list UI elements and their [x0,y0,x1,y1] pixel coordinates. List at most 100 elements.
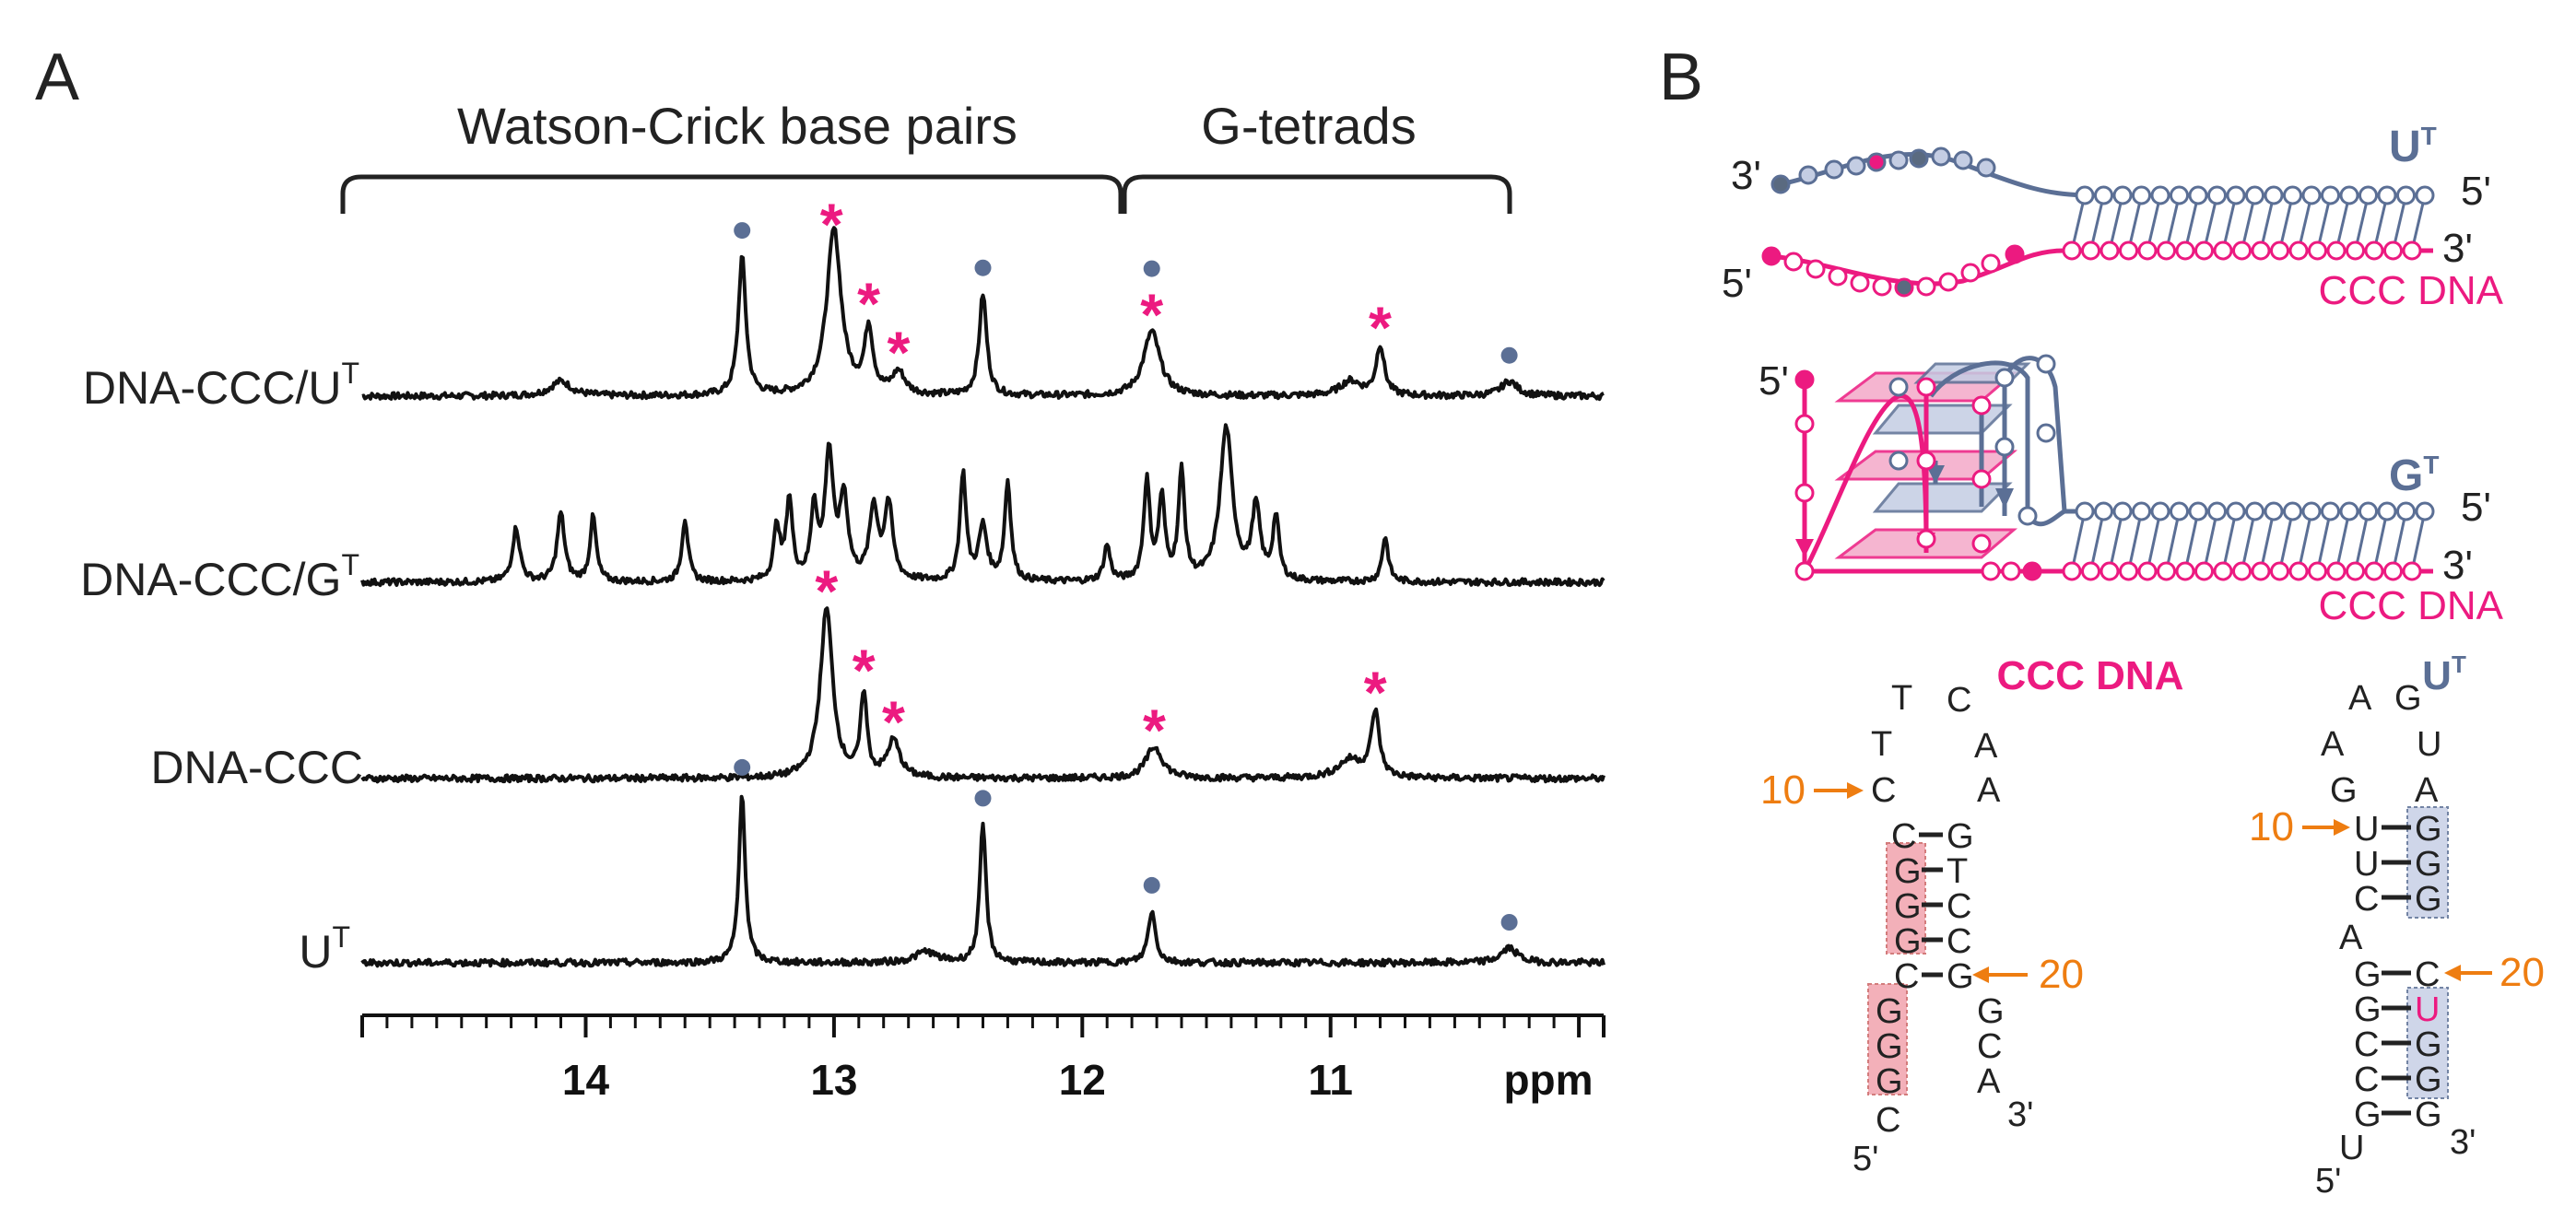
ccc-bead [2383,240,2403,261]
quadruplex-pink-bead [1971,533,1992,554]
mid-right-5prime: 5' [2461,485,2491,530]
ccc-bead [2081,561,2100,581]
peak-star-marker: * [857,271,880,337]
peak-dot-marker [734,758,751,776]
panel-b-label: B [1659,41,1703,114]
ut-bead [2339,185,2359,205]
ccc-bead [2157,561,2176,581]
top-duplex-structure: 3' 5' 5' 3' UT CCC DNA [1722,122,2504,313]
ut-bead [2245,185,2264,205]
ccc-bead [2270,561,2289,581]
duplex-rung [2354,510,2370,572]
ut-left-base: G [2354,955,2382,994]
gt-bead [2188,501,2208,521]
quadruplex-pink-bead [1916,377,1936,397]
ccc-right-base: C [1947,922,1971,961]
quadruplex-pink-bead [1794,483,1815,503]
ut-left-base: U [2354,845,2379,884]
ccc-bead [2137,240,2158,261]
ccc-bead [2175,240,2195,261]
peak-dot-marker [1143,876,1160,894]
peak-star-marker: * [882,688,905,755]
ut-tail-bead [1953,150,1973,170]
gt-bead [2245,501,2264,521]
duplex-rung [2335,510,2351,572]
ccc-bead [2137,561,2158,581]
quadruplex-structure: 5' 5' 3' GT CCC DNA [1759,354,2504,628]
trace-label-ccc: DNA-CCC [150,742,363,793]
ccc-bead [2308,561,2327,581]
ccc-marker-10: 10 [1760,767,1806,813]
duplex-rung [2183,510,2200,572]
ccc-tail-bead [1960,263,1981,283]
ccc-bead [2175,561,2195,581]
ut-hairpin-title: UT [2422,650,2466,698]
top-left-5prime: 5' [1722,261,1752,306]
trace-label-ccc-gt: DNA-CCC/GT [80,548,359,605]
ccc-right-base: C [1977,1027,2002,1066]
ut-right-base: G [2415,845,2442,884]
ut-bead [2283,185,2302,205]
peak-star-marker: * [1369,294,1392,360]
x-tick-label: 11 [1308,1056,1353,1104]
ccc-tail-bead [1916,276,1936,297]
duplex-rung [2127,510,2143,572]
quadruplex-pink-bead [1971,395,1992,416]
header-tetrads: G-tetrads [1201,97,1416,155]
duplex-rung [2108,510,2124,572]
ccc-bead [2251,561,2271,581]
ccc-bead [2119,561,2138,581]
wc-bracket [340,174,1123,214]
ut-tail-bead [1976,158,1996,178]
gt-bead [2132,501,2151,521]
ut-bead [2226,185,2246,205]
ut-left-base: G [2330,771,2358,810]
quadruplex-pink-bead [1794,414,1815,434]
ccc-bead [2288,561,2309,581]
duplex-rung [2316,510,2332,572]
ccc-loop-t1: T [1891,679,1912,718]
quadruplex-blue-bead [2036,354,2056,374]
ut-bead [2264,185,2284,205]
duplex-rung [2146,510,2162,572]
ut-tail-bead [1909,148,1929,169]
gt-bead [2301,501,2322,521]
ccc-bead [2062,240,2082,261]
mid-left-5prime: 5' [1759,358,1789,404]
duplex-rung [2410,510,2427,572]
peak-star-marker: * [815,558,838,625]
ccc-right-base: G [1947,817,1974,856]
top-ccc-label: CCC DNA [2319,268,2504,313]
ccc-left-base: C [1871,771,1896,810]
ccc-bead [2346,240,2365,261]
ccc-left-base: G [1876,1062,1903,1101]
duplex-rung [2070,510,2087,572]
ut-bead [2150,185,2170,205]
duplex-rung [2241,510,2256,572]
duplex-rung [2221,510,2238,572]
ccc-bead [2326,240,2347,261]
ut-right-base: C [2415,955,2440,994]
peak-dot-marker [734,222,751,240]
peak-star-marker: * [853,638,876,704]
peak-dot-marker [1143,260,1160,277]
ccc-loop-a: A [1974,727,1998,766]
ccc-bead [2119,240,2138,261]
panel-a-label: A [35,41,79,114]
quadruplex-blue-bead [1994,437,2015,457]
gt-bead [2377,501,2397,521]
spectrum-trace-3 [360,606,1606,784]
gt-bead [2264,501,2284,521]
ccc-hairpin-title: CCC DNA [1997,653,2184,698]
duplex-rung [2203,510,2218,572]
top-left-3prime: 3' [1731,153,1761,198]
spectrum-trace-4 [360,794,1606,968]
ut-left-base: C [2354,1025,2379,1064]
ut-left-base: U [2339,1129,2364,1167]
ut-bead [2321,185,2340,205]
peak-markers: **** **** ** [734,192,1518,931]
peak-star-marker: * [1364,660,1387,726]
ccc-bead [2364,240,2384,261]
gt-bead [2094,501,2113,521]
ut-left-base: C [2354,1060,2379,1099]
